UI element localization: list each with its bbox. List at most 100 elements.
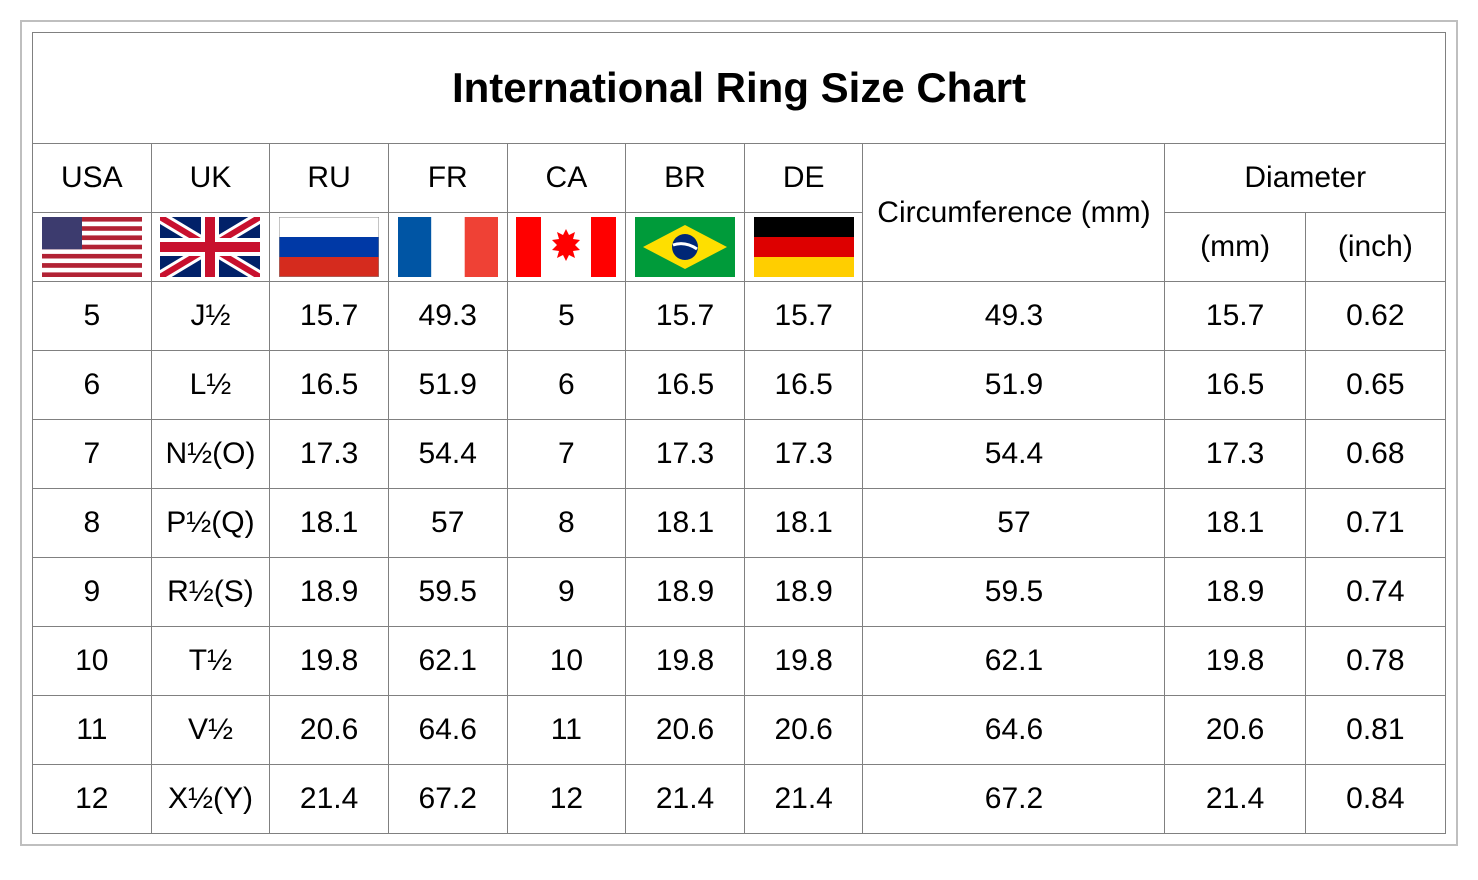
table-row: 7N½(O)17.354.4717.317.354.417.30.68	[33, 420, 1446, 489]
flag-ru	[270, 213, 389, 282]
table-cell: 57	[388, 489, 507, 558]
table-cell: 20.6	[1165, 696, 1305, 765]
col-header-ru: RU	[270, 144, 389, 213]
table-cell: 18.1	[744, 489, 863, 558]
table-row: 10T½19.862.11019.819.862.119.80.78	[33, 627, 1446, 696]
table-cell: 54.4	[388, 420, 507, 489]
table-cell: 20.6	[626, 696, 745, 765]
table-cell: 16.5	[744, 351, 863, 420]
col-header-diameter: Diameter	[1165, 144, 1446, 213]
table-cell: 21.4	[626, 765, 745, 834]
table-cell: 19.8	[626, 627, 745, 696]
table-cell: V½	[151, 696, 270, 765]
table-cell: 67.2	[388, 765, 507, 834]
table-cell: J½	[151, 282, 270, 351]
table-cell: 62.1	[388, 627, 507, 696]
table-cell: 18.1	[626, 489, 745, 558]
table-cell: 64.6	[863, 696, 1165, 765]
table-cell: 16.5	[1165, 351, 1305, 420]
table-cell: 21.4	[270, 765, 389, 834]
table-cell: 0.71	[1305, 489, 1445, 558]
table-cell: 6	[507, 351, 626, 420]
col-header-usa: USA	[33, 144, 152, 213]
table-cell: 18.1	[1165, 489, 1305, 558]
table-cell: 15.7	[1165, 282, 1305, 351]
table-cell: 20.6	[270, 696, 389, 765]
table-cell: 18.9	[1165, 558, 1305, 627]
table-cell: 17.3	[626, 420, 745, 489]
table-cell: 57	[863, 489, 1165, 558]
table-cell: P½(Q)	[151, 489, 270, 558]
table-cell: L½	[151, 351, 270, 420]
chart-title: International Ring Size Chart	[33, 33, 1446, 144]
table-cell: 18.9	[626, 558, 745, 627]
table-cell: 17.3	[1165, 420, 1305, 489]
table-cell: 49.3	[863, 282, 1165, 351]
col-header-br: BR	[626, 144, 745, 213]
table-cell: 7	[33, 420, 152, 489]
table-cell: 10	[507, 627, 626, 696]
col-header-uk: UK	[151, 144, 270, 213]
table-cell: 0.62	[1305, 282, 1445, 351]
table-row: 5J½15.749.3515.715.749.315.70.62	[33, 282, 1446, 351]
table-cell: 5	[507, 282, 626, 351]
table-cell: 51.9	[388, 351, 507, 420]
table-cell: 20.6	[744, 696, 863, 765]
table-row: 9R½(S)18.959.5918.918.959.518.90.74	[33, 558, 1446, 627]
table-cell: 7	[507, 420, 626, 489]
chart-container: International Ring Size Chart USA UK RU …	[20, 20, 1458, 846]
table-cell: 8	[507, 489, 626, 558]
col-header-ca: CA	[507, 144, 626, 213]
table-cell: 8	[33, 489, 152, 558]
table-cell: 49.3	[388, 282, 507, 351]
col-header-de: DE	[744, 144, 863, 213]
table-cell: 12	[507, 765, 626, 834]
table-cell: 6	[33, 351, 152, 420]
col-header-diameter-mm: (mm)	[1165, 213, 1305, 282]
table-cell: 17.3	[744, 420, 863, 489]
table-cell: 59.5	[863, 558, 1165, 627]
table-cell: 18.9	[270, 558, 389, 627]
table-cell: 15.7	[744, 282, 863, 351]
table-cell: 11	[507, 696, 626, 765]
table-row: 12X½(Y)21.467.21221.421.467.221.40.84	[33, 765, 1446, 834]
table-cell: 19.8	[1165, 627, 1305, 696]
table-cell: 54.4	[863, 420, 1165, 489]
table-row: 8P½(Q)18.157818.118.15718.10.71	[33, 489, 1446, 558]
table-cell: 11	[33, 696, 152, 765]
header-row-countries: USA UK RU FR CA BR DE Circumference (mm)…	[33, 144, 1446, 213]
flag-ca	[507, 213, 626, 282]
table-cell: 16.5	[626, 351, 745, 420]
table-cell: 19.8	[270, 627, 389, 696]
table-cell: 18.1	[270, 489, 389, 558]
table-cell: 5	[33, 282, 152, 351]
table-cell: T½	[151, 627, 270, 696]
table-cell: 18.9	[744, 558, 863, 627]
flag-fr	[388, 213, 507, 282]
col-header-diameter-inch: (inch)	[1305, 213, 1445, 282]
ring-size-table: International Ring Size Chart USA UK RU …	[32, 32, 1446, 834]
table-cell: 19.8	[744, 627, 863, 696]
table-cell: 12	[33, 765, 152, 834]
flag-usa	[33, 213, 152, 282]
flag-de	[744, 213, 863, 282]
table-cell: 62.1	[863, 627, 1165, 696]
table-cell: 64.6	[388, 696, 507, 765]
flag-br	[626, 213, 745, 282]
table-cell: 67.2	[863, 765, 1165, 834]
table-cell: X½(Y)	[151, 765, 270, 834]
table-cell: 9	[507, 558, 626, 627]
table-cell: 0.68	[1305, 420, 1445, 489]
table-cell: 16.5	[270, 351, 389, 420]
table-cell: 17.3	[270, 420, 389, 489]
flag-uk	[151, 213, 270, 282]
table-cell: 10	[33, 627, 152, 696]
table-cell: 0.74	[1305, 558, 1445, 627]
col-header-circumference: Circumference (mm)	[863, 144, 1165, 282]
table-row: 11V½20.664.61120.620.664.620.60.81	[33, 696, 1446, 765]
table-cell: 0.78	[1305, 627, 1445, 696]
table-row: 6L½16.551.9616.516.551.916.50.65	[33, 351, 1446, 420]
table-cell: 0.81	[1305, 696, 1445, 765]
col-header-fr: FR	[388, 144, 507, 213]
header-row-flags: (mm) (inch)	[33, 213, 1446, 282]
